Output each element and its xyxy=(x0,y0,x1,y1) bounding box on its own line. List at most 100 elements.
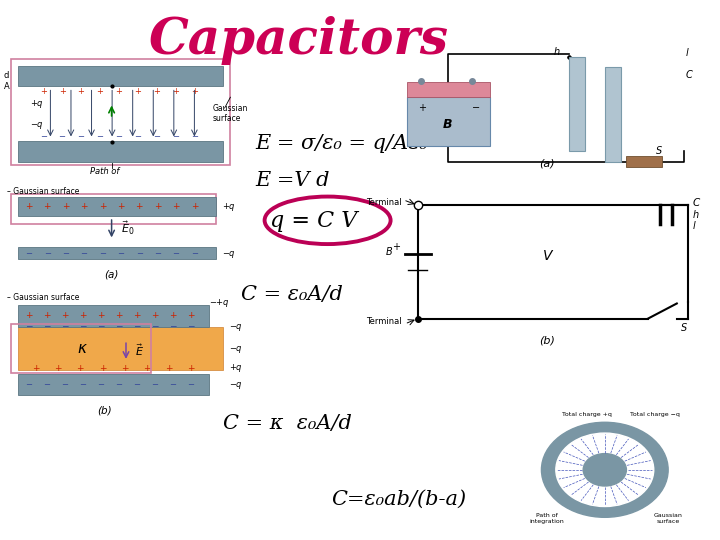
Text: −: − xyxy=(153,132,160,141)
Text: −: − xyxy=(187,380,194,389)
Text: +: + xyxy=(25,312,32,320)
Text: E =V d: E =V d xyxy=(256,171,330,191)
Text: +: + xyxy=(115,87,122,96)
Text: +q: +q xyxy=(222,202,234,211)
Text: Path of: Path of xyxy=(90,167,119,176)
Text: +: + xyxy=(115,312,122,320)
Circle shape xyxy=(541,422,668,517)
Text: $\vec{E}_0$: $\vec{E}_0$ xyxy=(121,219,135,237)
Text: Gaussian
surface: Gaussian surface xyxy=(654,513,683,524)
Text: S: S xyxy=(681,323,687,333)
Text: – Gaussian surface: – Gaussian surface xyxy=(7,187,80,196)
Text: −: − xyxy=(43,380,50,389)
Text: −: − xyxy=(169,321,176,330)
Text: C = ε₀A/d: C = ε₀A/d xyxy=(241,285,343,304)
Text: −: − xyxy=(58,132,66,141)
Text: $\kappa$: $\kappa$ xyxy=(77,341,89,356)
Text: B: B xyxy=(443,118,453,131)
Text: +: + xyxy=(187,364,194,373)
Text: +: + xyxy=(58,87,66,96)
Text: −: − xyxy=(25,380,32,389)
Bar xyxy=(18,141,223,162)
Text: S: S xyxy=(657,146,662,156)
Text: +: + xyxy=(191,87,198,96)
Text: (b): (b) xyxy=(97,406,112,415)
Text: C: C xyxy=(693,198,700,207)
Text: −: − xyxy=(97,380,104,389)
Text: −: − xyxy=(115,380,122,389)
Text: h: h xyxy=(693,210,699,220)
Text: +: + xyxy=(418,103,426,113)
Text: +: + xyxy=(79,312,86,320)
Text: −: − xyxy=(169,380,176,389)
Text: −: − xyxy=(115,321,122,330)
Text: (b): (b) xyxy=(539,335,555,345)
Text: −: − xyxy=(472,103,480,113)
Text: −q: −q xyxy=(229,344,241,353)
Text: E = σ/ε₀ = q/Aε₀: E = σ/ε₀ = q/Aε₀ xyxy=(256,133,428,153)
Text: +: + xyxy=(32,364,40,373)
Bar xyxy=(11,194,216,224)
Text: +: + xyxy=(76,364,84,373)
Text: +: + xyxy=(169,312,176,320)
Text: −: − xyxy=(154,249,161,258)
Text: +q: +q xyxy=(30,99,42,108)
Text: (a): (a) xyxy=(539,158,555,168)
Bar xyxy=(569,57,585,151)
Text: −: − xyxy=(79,380,86,389)
Text: +: + xyxy=(117,202,125,211)
Text: +: + xyxy=(153,87,160,96)
Text: +: + xyxy=(80,202,88,211)
Text: (a): (a) xyxy=(104,269,119,279)
Text: +: + xyxy=(143,364,150,373)
Text: +: + xyxy=(99,202,106,211)
Text: +: + xyxy=(25,202,32,211)
Text: −: − xyxy=(61,380,68,389)
Bar xyxy=(11,59,230,165)
Text: −: − xyxy=(173,249,179,258)
Text: Path of
integration: Path of integration xyxy=(530,513,564,524)
Text: −: − xyxy=(25,321,32,330)
Text: – Gaussian surface: – Gaussian surface xyxy=(7,293,80,301)
Text: −: − xyxy=(134,132,141,141)
Bar xyxy=(18,305,209,327)
Bar xyxy=(407,97,490,146)
Text: +: + xyxy=(43,312,50,320)
Bar xyxy=(11,324,151,373)
Text: +: + xyxy=(40,87,47,96)
Bar xyxy=(605,68,621,162)
Text: −: − xyxy=(133,380,140,389)
Text: l: l xyxy=(685,48,688,58)
Text: $\vec{E}$: $\vec{E}$ xyxy=(135,342,145,358)
Text: +: + xyxy=(172,87,179,96)
Text: +: + xyxy=(55,364,62,373)
Text: +: + xyxy=(43,202,51,211)
Text: C: C xyxy=(685,70,692,80)
Bar xyxy=(18,374,209,395)
Text: +: + xyxy=(134,87,141,96)
Text: C=ε₀ab/(b-a): C=ε₀ab/(b-a) xyxy=(331,490,467,509)
Circle shape xyxy=(583,454,626,486)
Text: h: h xyxy=(554,47,560,57)
Text: −: − xyxy=(115,132,122,141)
Text: −q: −q xyxy=(30,120,42,129)
Text: V: V xyxy=(542,249,552,264)
Text: −q: −q xyxy=(229,380,241,389)
Text: −: − xyxy=(187,321,194,330)
Text: +: + xyxy=(96,87,104,96)
Text: +: + xyxy=(165,364,172,373)
Text: −+q: −+q xyxy=(209,298,228,307)
Text: +: + xyxy=(151,312,158,320)
Text: −: − xyxy=(62,249,69,258)
Bar xyxy=(18,247,216,259)
Text: +q: +q xyxy=(229,363,241,372)
Text: +: + xyxy=(97,312,104,320)
Text: +: + xyxy=(61,312,68,320)
Text: +: + xyxy=(187,312,194,320)
Text: d: d xyxy=(4,71,9,80)
Text: −: − xyxy=(117,249,125,258)
Text: Total charge −q: Total charge −q xyxy=(630,411,680,417)
Bar xyxy=(407,82,490,97)
Text: −: − xyxy=(44,249,50,258)
Text: −: − xyxy=(172,132,179,141)
